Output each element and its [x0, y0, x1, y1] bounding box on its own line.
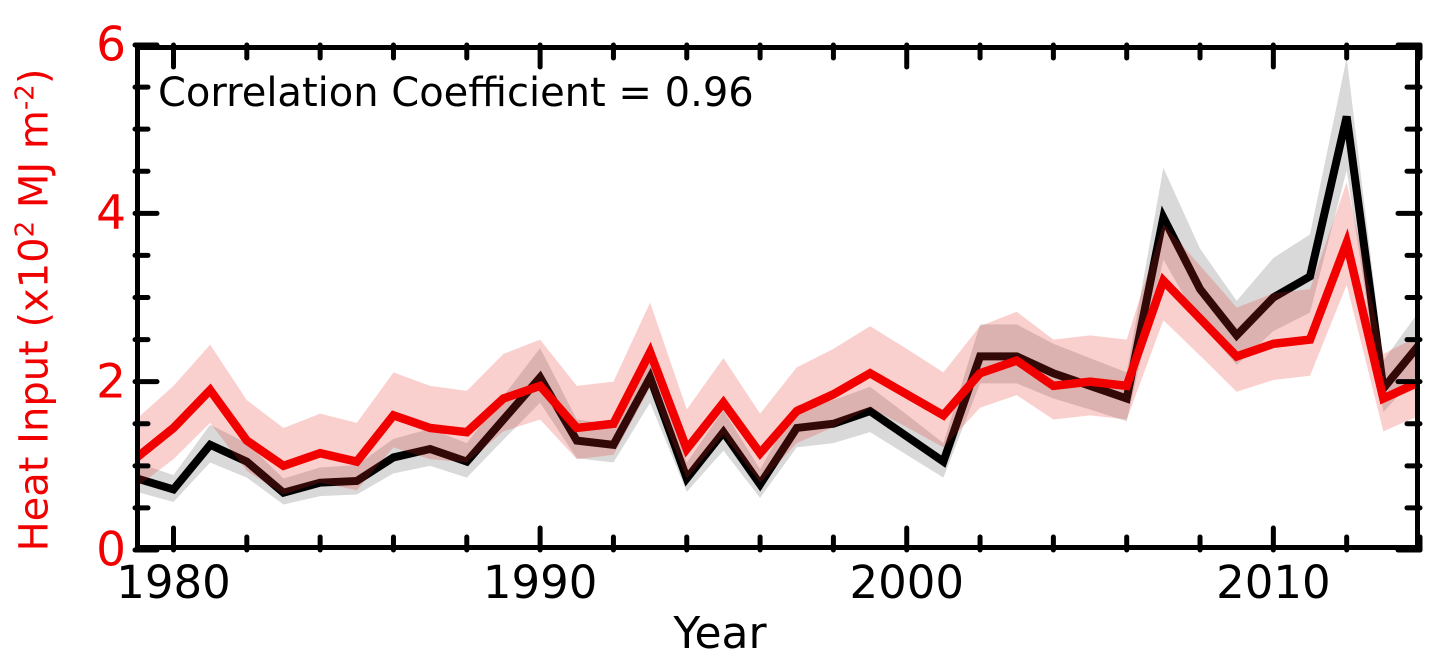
x-tick-label-1980: 1980 — [116, 556, 231, 609]
axis-ticks — [132, 42, 1423, 553]
y-tick-label-0: 0 — [96, 522, 126, 578]
x-axis-label: Year — [673, 608, 767, 659]
x-tick-label-2010: 2010 — [1216, 556, 1331, 609]
y-tick-label-4: 4 — [96, 185, 126, 241]
y-tick-label-6: 6 — [96, 17, 126, 73]
plot-area — [135, 57, 1420, 505]
y-label-sup-minus2: -2 — [10, 84, 41, 111]
y-tick-label-2: 2 — [96, 354, 126, 410]
x-tick-label-2000: 2000 — [849, 556, 964, 609]
red-uncertainty-band — [136, 182, 1420, 495]
y-axis-label: Heat Input (x102 MJ m-2) — [10, 69, 57, 552]
correlation-annotation: Correlation Coefficient = 0.96 — [158, 70, 754, 116]
red-series-line — [135, 228, 1420, 471]
x-tick-label-1990: 1990 — [482, 556, 598, 609]
black-series-line — [135, 115, 1420, 498]
